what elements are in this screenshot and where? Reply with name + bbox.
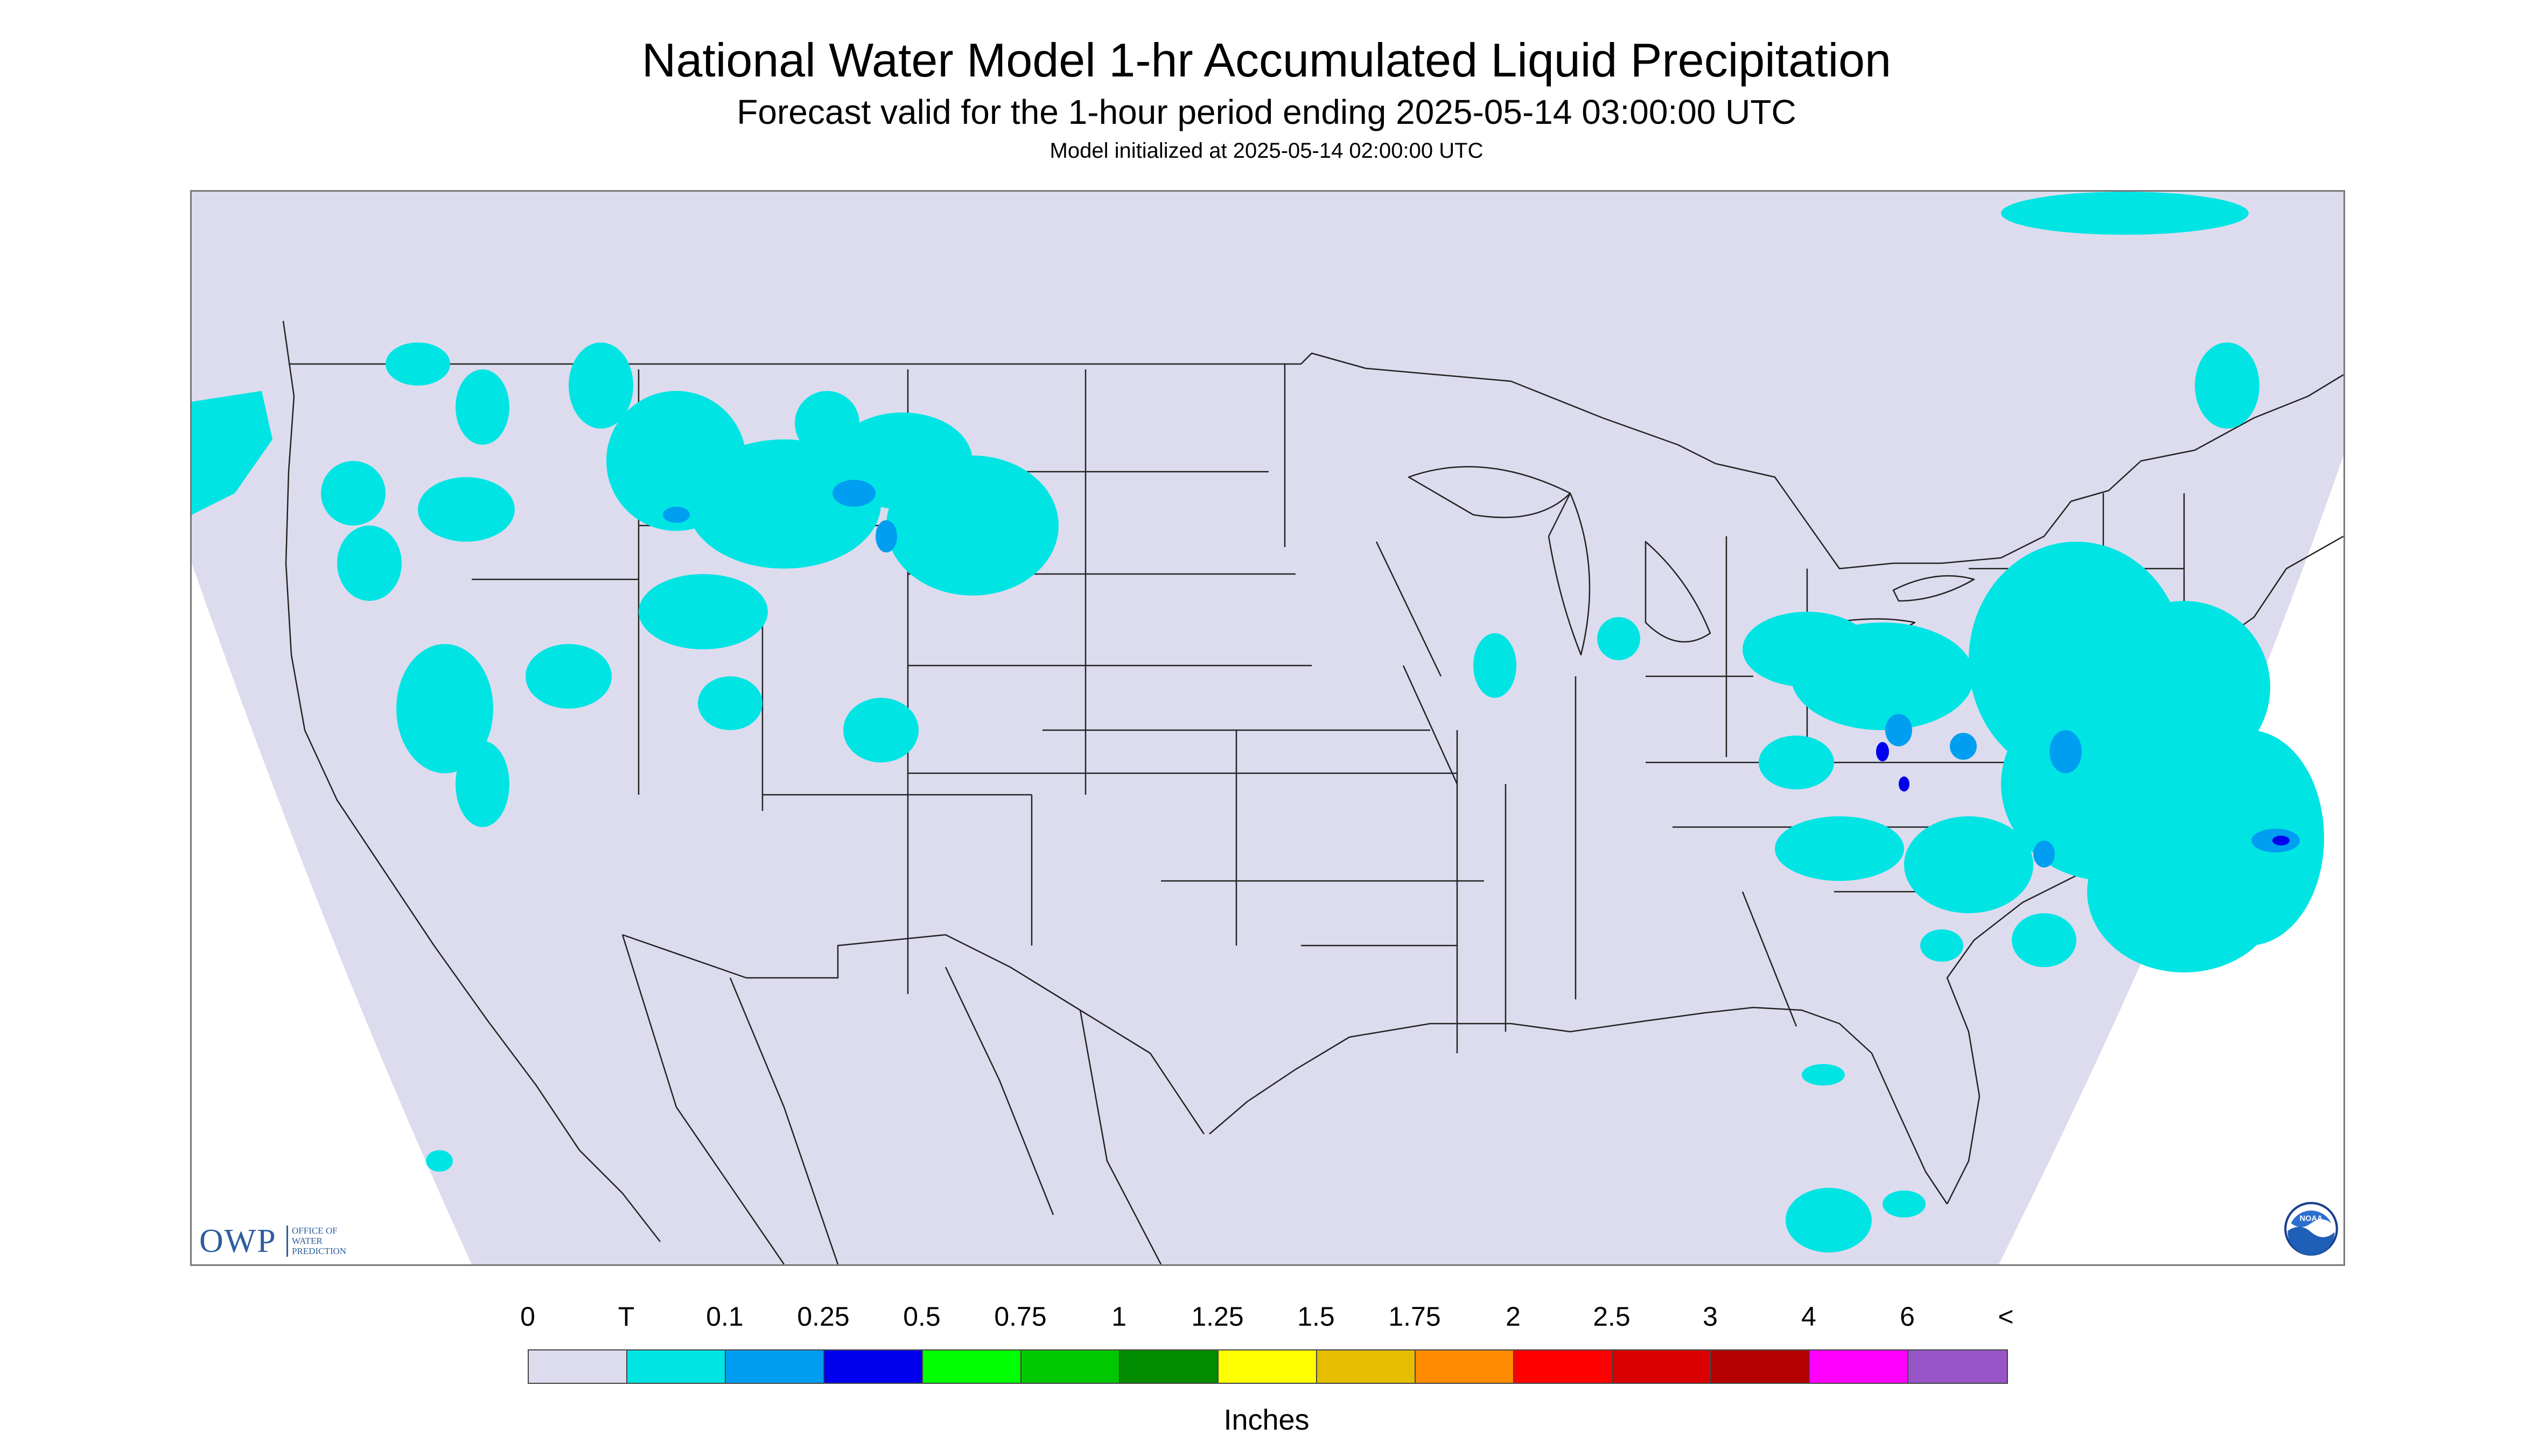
legend-label: 0.1 <box>706 1301 744 1332</box>
legend-labels: 0 T 0.1 0.25 0.5 0.75 1 1.25 1.5 1.75 2 2.5 3 4 6 < <box>0 1303 2533 1335</box>
legend-swatch <box>1120 1350 1219 1383</box>
legend-label: 2 <box>1506 1301 1521 1332</box>
legend-label: 4 <box>1801 1301 1816 1332</box>
precip-moderate <box>1876 742 2290 845</box>
legend-label: 0.75 <box>994 1301 1047 1332</box>
legend-swatch <box>1514 1350 1613 1383</box>
legend-units: Inches <box>1223 1404 1310 1436</box>
great-lakes <box>1408 466 1975 656</box>
west-coast <box>282 320 661 1242</box>
legend-swatch <box>1416 1350 1514 1383</box>
owp-logo-separator <box>286 1226 288 1257</box>
legend-swatch <box>726 1350 824 1383</box>
mexico-lines <box>621 934 1162 1264</box>
owp-logo-subtext: OFFICE OF WATER PREDICTION <box>292 1226 347 1256</box>
noaa-logo: NOAA <box>2284 1202 2338 1256</box>
legend-label: 0.25 <box>797 1301 850 1332</box>
legend-swatch <box>1711 1350 1810 1383</box>
legend-label: 1.75 <box>1388 1301 1441 1332</box>
legend-swatch <box>627 1350 726 1383</box>
us-canada-border <box>289 352 2343 570</box>
legend-label: 1 <box>1111 1301 1126 1332</box>
precip-light <box>663 480 2300 867</box>
forecast-valid-subtitle: Forecast valid for the 1-hour period end… <box>737 93 1796 131</box>
legend-swatch <box>1317 1350 1416 1383</box>
legend-swatch <box>529 1350 627 1383</box>
model-initialized-note: Model initialized at 2025-05-14 02:00:00… <box>1049 139 1484 163</box>
legend-label: T <box>618 1301 635 1332</box>
legend-label: 1.25 <box>1191 1301 1244 1332</box>
legend-label: 0.5 <box>903 1301 941 1332</box>
precipitation-map <box>190 190 2345 1266</box>
legend-label: 0 <box>520 1301 535 1332</box>
legend-swatch <box>824 1350 923 1383</box>
legend-swatch <box>1908 1350 2007 1383</box>
map-canvas <box>192 192 2343 1264</box>
owp-logo-letters: OWP <box>199 1223 277 1259</box>
legend-label: 1.5 <box>1297 1301 1335 1332</box>
legend-swatch <box>1613 1350 1711 1383</box>
legend-label: < <box>1998 1301 2014 1332</box>
legend-label: 2.5 <box>1593 1301 1631 1332</box>
noaa-logo-text: NOAA <box>2300 1214 2323 1223</box>
legend-swatch <box>923 1350 1021 1383</box>
precip-trace <box>192 192 2324 1252</box>
gulf-coast <box>1209 1006 1948 1205</box>
legend-colorbar <box>528 1349 2008 1384</box>
map-title: National Water Model 1-hr Accumulated Li… <box>641 33 1892 87</box>
legend-label: 6 <box>1900 1301 1915 1332</box>
us-mexico-border <box>622 934 1205 1135</box>
legend-label: 3 <box>1703 1301 1718 1332</box>
legend-swatch <box>1219 1350 1317 1383</box>
legend-swatch <box>1810 1350 1908 1383</box>
legend-swatch <box>1021 1350 1120 1383</box>
